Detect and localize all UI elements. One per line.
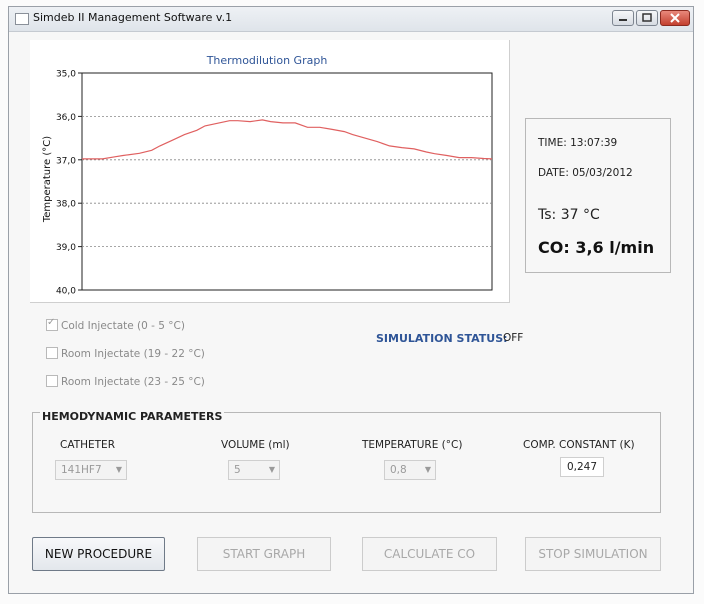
start-graph-button[interactable]: START GRAPH bbox=[197, 537, 331, 571]
chart-title: Thermodilution Graph bbox=[206, 54, 328, 67]
catheter-select[interactable]: 141HF7 ▼ bbox=[55, 460, 127, 480]
catheter-value: 141HF7 bbox=[61, 464, 102, 476]
date-readout: DATE: 05/03/2012 bbox=[538, 167, 633, 179]
ts-readout: Ts: 37 °C bbox=[538, 207, 600, 223]
temperature-series-line bbox=[82, 119, 493, 160]
catheter-label: CATHETER bbox=[60, 439, 115, 451]
room-injectate-19-22-label: Room Injectate (19 - 22 °C) bbox=[61, 348, 205, 360]
y-axis-label: Temperature (°C) bbox=[42, 136, 53, 223]
comp-constant-label: COMP. CONSTANT (K) bbox=[523, 439, 635, 451]
status-info-panel: TIME: 13:07:39 DATE: 05/03/2012 Ts: 37 °… bbox=[525, 118, 671, 273]
y-tick-label: 40,0 bbox=[56, 287, 76, 297]
hemodynamic-parameters-group bbox=[32, 412, 661, 513]
simulation-status-value: OFF bbox=[503, 332, 524, 344]
volume-label: VOLUME (ml) bbox=[221, 439, 290, 451]
close-icon bbox=[670, 13, 680, 23]
volume-select[interactable]: 5 ▼ bbox=[228, 460, 280, 480]
y-tick-label: 38,0 bbox=[56, 200, 76, 210]
room-injectate-23-25-label: Room Injectate (23 - 25 °C) bbox=[61, 376, 205, 388]
chevron-down-icon: ▼ bbox=[424, 465, 431, 474]
temperature-select[interactable]: 0,8 ▼ bbox=[384, 460, 436, 480]
comp-constant-input[interactable]: 0,247 bbox=[560, 457, 604, 477]
volume-value: 5 bbox=[234, 464, 241, 476]
window-title: Simdeb II Management Software v.1 bbox=[33, 11, 233, 24]
checkbox-icon[interactable] bbox=[46, 317, 58, 331]
close-button[interactable] bbox=[660, 10, 690, 26]
co-readout: CO: 3,6 l/min bbox=[538, 238, 655, 257]
cold-injectate-label: Cold Injectate (0 - 5 °C) bbox=[61, 320, 185, 332]
chevron-down-icon: ▼ bbox=[268, 465, 275, 474]
calculate-co-button[interactable]: CALCULATE CO bbox=[362, 537, 497, 571]
checkbox-icon[interactable] bbox=[46, 375, 58, 387]
thermodilution-chart: Thermodilution Graph Temperature (°C) 35… bbox=[42, 54, 493, 297]
time-readout: TIME: 13:07:39 bbox=[538, 137, 618, 149]
hemodynamic-parameters-title: HEMODYNAMIC PARAMETERS bbox=[40, 410, 225, 423]
temperature-label: TEMPERATURE (°C) bbox=[362, 439, 463, 451]
simulation-status-label: SIMULATION STATUS: bbox=[376, 332, 508, 345]
title-bar[interactable]: Simdeb II Management Software v.1 bbox=[9, 7, 693, 32]
new-procedure-button[interactable]: NEW PROCEDURE bbox=[32, 537, 165, 571]
cold-injectate-checkbox[interactable]: Cold Injectate (0 - 5 °C) bbox=[46, 317, 185, 332]
stop-simulation-button[interactable]: STOP SIMULATION bbox=[525, 537, 661, 571]
chevron-down-icon: ▼ bbox=[115, 465, 122, 474]
checkbox-icon[interactable] bbox=[46, 347, 58, 359]
minimize-icon bbox=[619, 19, 627, 21]
minimize-button[interactable] bbox=[612, 10, 634, 26]
y-tick-label: 36,0 bbox=[56, 113, 76, 123]
room-injectate-23-25-checkbox[interactable]: Room Injectate (23 - 25 °C) bbox=[46, 375, 205, 388]
room-injectate-19-22-checkbox[interactable]: Room Injectate (19 - 22 °C) bbox=[46, 347, 205, 360]
y-tick-label: 35,0 bbox=[56, 70, 76, 80]
y-tick-label: 37,0 bbox=[56, 156, 76, 166]
y-tick-label: 39,0 bbox=[56, 243, 76, 253]
maximize-button[interactable] bbox=[636, 10, 658, 26]
temperature-value: 0,8 bbox=[390, 464, 407, 476]
app-icon bbox=[15, 13, 29, 25]
plot-frame bbox=[81, 72, 493, 291]
thermodilution-graph-panel: Thermodilution Graph Temperature (°C) 35… bbox=[30, 40, 510, 303]
maximize-icon bbox=[642, 13, 652, 22]
